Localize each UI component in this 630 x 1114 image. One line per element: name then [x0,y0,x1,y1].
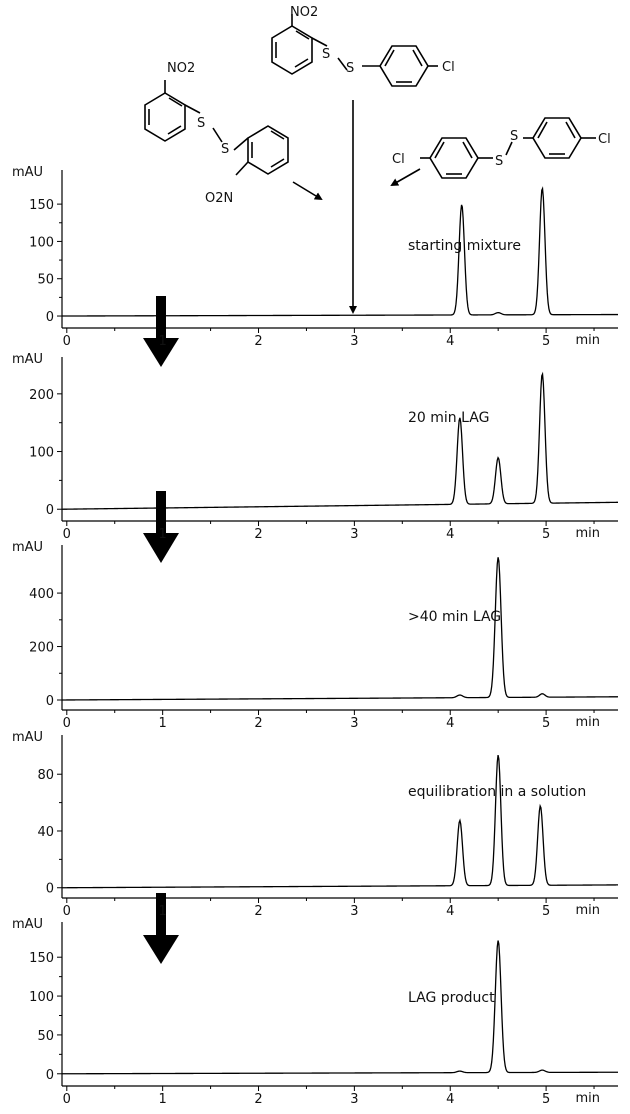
y-tick-label: 0 [46,1068,54,1083]
x-tick-label: 5 [542,334,550,349]
x-tick-label: 0 [63,904,71,919]
structure-b-cl-label: Cl [442,60,455,75]
y-tick-label: 100 [29,446,54,461]
chromatogram-trace [62,374,618,509]
chromatogram-panel-20-min-lag: 0 1 2 3 4 5 0 100 200 mAU min 20 min LAG [12,352,618,542]
x-tick-label: 0 [63,527,71,542]
chromatogram-panel-equilibration: 0 1 2 3 4 5 0 40 80 mAU min equilibration in a solu… [12,730,618,919]
x-tick-label: 1 [159,716,167,731]
x-tick-label: 2 [254,334,262,349]
y-tick-label: 50 [37,273,54,288]
x-axis-label: min [575,715,600,730]
y-tick-label: 150 [29,198,54,213]
x-tick-label: 4 [446,334,454,349]
pointer-arrow-structure-c [392,169,420,185]
structure-bis-nitrophenyl-disulfide [145,80,288,175]
x-tick-label: 1 [159,1092,167,1107]
y-tick-label: 100 [29,235,54,250]
structure-a-no2-label: NO2 [167,61,195,76]
y-tick-label: 0 [46,882,54,897]
x-axis-label: min [575,526,600,541]
x-tick-label: 5 [542,904,550,919]
x-tick-label: 4 [446,527,454,542]
chromatogram-trace [62,755,618,888]
x-tick-label: 0 [63,1092,71,1107]
x-tick-label: 4 [446,716,454,731]
structure-c-s2-label: S [510,129,518,144]
x-tick-label: 2 [254,1092,262,1107]
y-tick-label: 200 [29,388,54,403]
structure-b-no2-label: NO2 [290,5,318,20]
x-tick-label: 3 [350,904,358,919]
y-axis-label: mAU [12,540,43,555]
x-tick-label: 3 [350,716,358,731]
chromatogram-trace [62,557,618,700]
x-tick-label: 5 [542,716,550,731]
structure-b-s2-label: S [346,61,354,76]
y-tick-label: 0 [46,310,54,325]
structure-a-s2-label: S [221,142,229,157]
x-tick-label: 5 [542,527,550,542]
x-tick-label: 3 [350,1092,358,1107]
structure-bis-chlorophenyl-disulfide [420,118,596,178]
x-tick-label: 5 [542,1092,550,1107]
x-tick-label: 0 [63,716,71,731]
structure-a-o2n-label: O2N [205,191,233,206]
x-tick-label: 2 [254,716,262,731]
chromatogram-trace [62,941,618,1074]
structure-c-cl1-label: Cl [392,152,405,167]
y-axis-label: mAU [12,730,43,745]
structure-a-s1-label: S [197,116,205,131]
y-axis-label: mAU [12,352,43,367]
panel-annotation: equilibration in a solution [408,784,586,800]
sequence-arrow-1 [143,296,179,367]
chromatogram-panel-40-min-lag: 0 1 2 3 4 5 0 200 400 mAU min >40 min LAG [12,540,618,731]
y-tick-label: 80 [37,768,54,783]
structure-nitrophenyl-chlorophenyl-disulfide [272,14,438,86]
y-axis-label: mAU [12,917,43,932]
x-tick-label: 3 [350,527,358,542]
y-tick-label: 0 [46,694,54,709]
y-tick-label: 100 [29,990,54,1005]
panel-annotation: LAG product [408,990,495,1006]
x-axis-label: min [575,1091,600,1106]
x-axis-label: min [575,903,600,918]
x-tick-label: 1 [159,527,167,542]
x-tick-label: 2 [254,527,262,542]
x-tick-label: 3 [350,334,358,349]
x-tick-label: 4 [446,904,454,919]
y-tick-label: 400 [29,587,54,602]
x-tick-label: 0 [63,334,71,349]
y-tick-label: 200 [29,641,54,656]
chromatogram-trace [62,189,618,316]
panel-annotation: 20 min LAG [408,410,489,426]
structure-b-s1-label: S [322,47,330,62]
y-tick-label: 150 [29,951,54,966]
y-tick-label: 50 [37,1029,54,1044]
x-axis-label: min [575,333,600,348]
x-tick-label: 1 [159,334,167,349]
y-tick-label: 0 [46,503,54,518]
pointer-arrow-structure-a [293,182,321,199]
panel-annotation: >40 min LAG [408,609,501,625]
y-axis-label: mAU [12,165,43,180]
structure-c-cl2-label: Cl [598,132,611,147]
structure-c-s1-label: S [495,154,503,169]
y-tick-label: 40 [37,825,54,840]
x-tick-label: 2 [254,904,262,919]
x-tick-label: 1 [159,904,167,919]
x-tick-label: 4 [446,1092,454,1107]
